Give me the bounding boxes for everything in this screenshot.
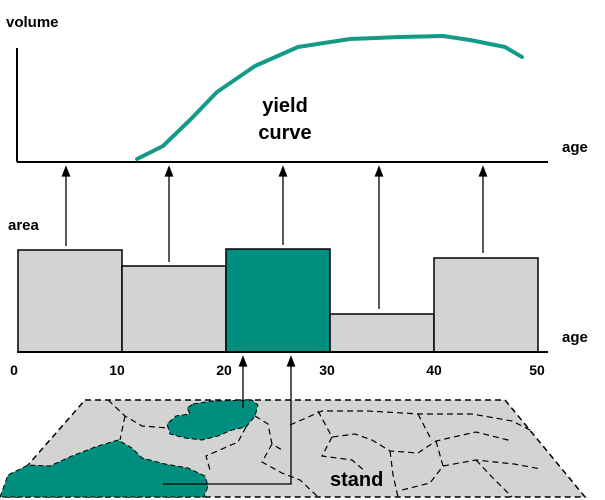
map-connectors [163, 355, 296, 485]
stand-patch-lower [0, 439, 209, 498]
area-bar-30-40 [329, 313, 435, 353]
tick-label-10: 10 [109, 362, 125, 378]
bottom-y-axis-label: area [8, 217, 40, 234]
arrow-age-5 [61, 165, 71, 246]
area-bar-0-10 [17, 249, 123, 353]
top-x-axis-label: age [562, 139, 588, 156]
tick-label-40: 40 [426, 362, 442, 378]
tick-label-50: 50 [529, 362, 545, 378]
arrow-age-15 [164, 165, 174, 262]
curve-label-line1: yield [262, 95, 308, 117]
bottom-x-axis-label: age [562, 329, 588, 346]
top-y-axis-label: volume [6, 14, 59, 31]
area-bar-20-30 [225, 248, 331, 353]
area-bar-40-50 [433, 257, 539, 353]
tick-label-30: 30 [319, 362, 335, 378]
tick-label-20: 20 [216, 362, 232, 378]
stand-boundaries [107, 399, 542, 498]
projection-arrows [61, 165, 488, 309]
arrow-age-45 [478, 165, 488, 253]
bottom-chart: area age 0 10 20 30 40 50 [8, 217, 588, 378]
yield-curve-line [135, 34, 524, 161]
stand-patch-upper [166, 399, 259, 441]
arrow-age-35 [374, 165, 384, 309]
top-chart: volume age yield curve [6, 14, 588, 163]
area-bar-10-20 [121, 265, 227, 353]
stand-label: stand [330, 469, 383, 491]
arrow-age-25 [278, 165, 288, 245]
stand-map: stand [0, 355, 587, 498]
tick-label-0: 0 [10, 362, 18, 378]
curve-label-line2: curve [258, 122, 311, 144]
